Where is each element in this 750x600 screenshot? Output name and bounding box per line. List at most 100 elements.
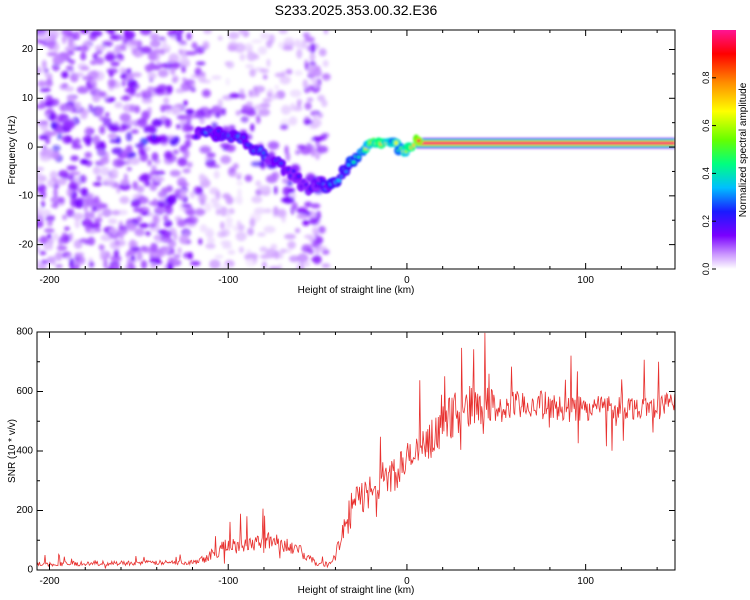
snr-x-ticks: -200 -100 0 100 <box>40 332 658 587</box>
spectrogram-noise-blob <box>173 259 182 265</box>
spectrogram-ridge-core <box>357 155 361 159</box>
spectrogram-noise-blob <box>171 67 176 76</box>
spectrogram-noise-blob <box>185 125 195 131</box>
spectrogram-noise-blob <box>66 208 75 218</box>
spectrogram-noise-blob <box>80 66 90 71</box>
spectrogram-noise-blob <box>176 114 188 120</box>
spectrogram-noise-blob <box>302 261 311 267</box>
spectrogram-noise-blob <box>249 217 256 228</box>
spectrogram-noise-blob <box>126 144 133 155</box>
spectrogram-noise-blob <box>215 113 221 119</box>
spectrogram-noise-blob <box>163 214 169 222</box>
spectrogram-noise-blob <box>321 99 328 108</box>
spectrogram-ridge-core <box>279 161 283 165</box>
spectrogram-noise-blob <box>37 186 43 193</box>
spectrogram-noise-blob <box>291 202 298 211</box>
spectrogram-noise-blob <box>251 195 263 204</box>
spectrogram-noise-blob <box>81 108 89 116</box>
spectrogram-noise-blob <box>311 239 320 248</box>
spectrogram-noise-blob <box>141 91 147 100</box>
spectrogram-noise-blob <box>88 261 95 268</box>
spectrogram-noise-blob <box>282 45 294 51</box>
spectrogram-noise-blob <box>290 103 296 111</box>
spectrogram-noise-blob <box>321 73 331 82</box>
spectrogram-noise-blob <box>39 250 47 256</box>
spectrogram-noise-blob <box>46 51 59 57</box>
spectrogram-noise-blob <box>90 30 103 37</box>
spectrogram-noise-blob <box>40 190 47 199</box>
spectrogram-noise-blob <box>197 72 206 83</box>
spectrogram-noise-blob <box>48 30 60 39</box>
spectrogram-noise-blob <box>137 117 148 128</box>
spectrogram-noise-blob <box>245 258 257 267</box>
spectrogram-noise-blob <box>119 196 130 204</box>
spectrogram-noise-blob <box>139 30 152 36</box>
spectrogram-noise-blob <box>149 223 157 228</box>
spectrogram-noise-blob <box>167 30 177 38</box>
spectrogram-noise-blob <box>102 208 112 218</box>
spectrogram-noise-blob <box>312 79 319 89</box>
spectrogram-noise-blob <box>158 36 166 41</box>
spectrogram-noise-blob <box>149 182 158 192</box>
spectrogram-noise-blob <box>94 228 102 233</box>
spectrogram-noise-blob <box>230 172 243 178</box>
spectrogram-noise-blob <box>249 68 256 78</box>
spectrogram-noise-blob <box>202 112 212 119</box>
y-tick-label: -10 <box>19 190 34 201</box>
spectrogram-noise-blob <box>189 191 196 199</box>
spectrogram-noise-blob <box>55 251 63 261</box>
spectrogram-noise-blob <box>120 179 130 186</box>
spectrogram-noise-blob <box>57 113 68 121</box>
spectrogram-noise-blob <box>296 48 303 59</box>
spectrogram-noise-blob <box>144 64 155 72</box>
spectrogram-ridge-core <box>286 168 291 172</box>
spectrogram-noise-blob <box>52 55 65 65</box>
spectrogram-noise-blob <box>286 248 292 254</box>
spectrogram-noise-blob <box>151 152 159 162</box>
spectrogram-x-ticks: -200 -100 0 100 <box>40 30 658 286</box>
spectrogram-noise-blob <box>224 61 231 66</box>
spectrogram-noise-blob <box>37 66 42 75</box>
spectrogram-noise-blob <box>52 150 60 160</box>
spectrogram-noise-blob <box>119 113 131 122</box>
spectrogram-noise-blob <box>205 243 216 250</box>
spectrogram-noise-blob <box>61 214 68 221</box>
spectrogram-noise-blob <box>45 94 53 105</box>
spectrogram-noise-blob <box>259 32 270 40</box>
spectrogram-noise-blob <box>161 187 171 193</box>
spectrogram-noise-blob <box>212 164 221 169</box>
spectrogram-noise-blob <box>69 59 76 65</box>
spectrogram-ridge-core <box>416 139 421 143</box>
spectrogram-noise-blob <box>107 78 117 88</box>
snr-y-ticks: 0 200 400 600 800 <box>16 327 675 576</box>
spectrogram-noise-blob <box>309 52 316 62</box>
spectrogram-noise-blob <box>245 101 253 108</box>
spectrogram-noise-blob <box>41 200 45 208</box>
spectrogram-noise-blob <box>303 87 311 94</box>
spectrogram-noise-blob <box>304 234 314 239</box>
spectrogram-xlabel: Height of straight line (km) <box>298 285 415 296</box>
spectrogram-noise-blob <box>204 202 212 212</box>
y-tick-label: 400 <box>16 446 33 457</box>
spectrogram-noise-blob <box>47 256 54 262</box>
spectrogram-noise-blob <box>74 218 81 229</box>
spectrogram-noise-blob <box>178 56 189 65</box>
spectrogram-noise-blob <box>50 203 59 209</box>
spectrogram-noise-blob <box>109 241 117 250</box>
spectrogram-noise-blob <box>78 174 87 184</box>
spectrogram-noise-blob <box>266 58 271 68</box>
spectrogram-noise-blob <box>63 30 73 37</box>
spectrogram-noise-blob <box>98 244 105 251</box>
spectrogram-noise-blob <box>253 207 266 215</box>
spectrogram-tone-band <box>415 142 675 144</box>
spectrogram-noise-blob <box>128 157 141 165</box>
spectrogram-noise-blob <box>282 186 291 196</box>
spectrogram-noise-blob <box>177 157 188 167</box>
spectrogram-ridge-core <box>216 129 221 133</box>
spectrogram-noise-blob <box>92 182 102 187</box>
spectrogram-noise-blob <box>274 84 279 90</box>
spectrogram-noise-blob <box>111 34 123 41</box>
spectrogram-noise-blob <box>40 259 49 265</box>
spectrogram-noise-blob <box>250 161 263 167</box>
spectrogram-noise-blob <box>64 226 70 231</box>
